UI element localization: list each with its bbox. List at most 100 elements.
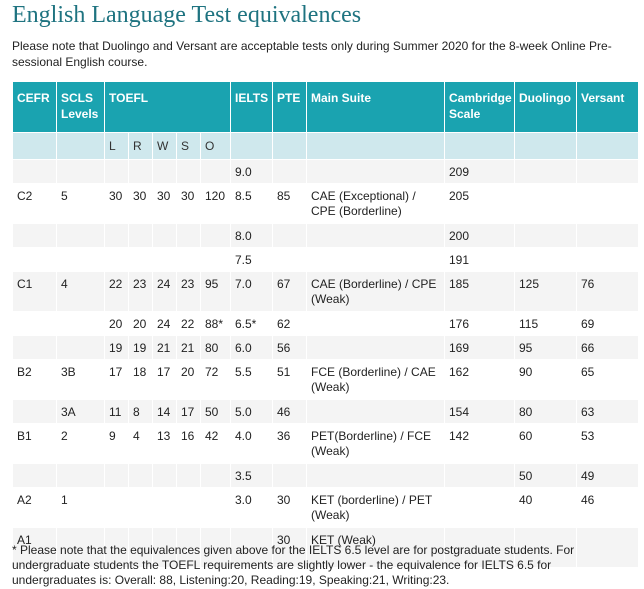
cambridge-scale-cell: 162 bbox=[444, 359, 515, 400]
duolingo-cell: 115 bbox=[514, 311, 577, 336]
duolingo-cell bbox=[514, 527, 577, 568]
footnote: * Please note that the equivalences give… bbox=[12, 543, 575, 587]
toefl-w-cell bbox=[152, 463, 177, 488]
main-suite-cell bbox=[306, 311, 445, 336]
toefl-s-cell bbox=[176, 247, 201, 272]
toefl-overall-cell bbox=[200, 463, 231, 488]
ielts-cell: 4.0 bbox=[230, 423, 273, 464]
table-row: B1 2 9 4 13 16 42 4.0 36 PET(Borderline) / FCE (W… bbox=[12, 423, 639, 464]
scls-level-cell bbox=[56, 247, 105, 272]
versant-cell bbox=[576, 223, 639, 248]
toefl-r-cell: 30 bbox=[128, 183, 153, 224]
table-subheader-row: L R W S O bbox=[12, 132, 639, 160]
toefl-w-cell bbox=[152, 487, 177, 528]
header-versant: Versant bbox=[576, 81, 639, 133]
versant-cell bbox=[576, 527, 639, 568]
toefl-r-cell bbox=[128, 463, 153, 488]
pte-cell: 51 bbox=[272, 359, 307, 400]
toefl-l-cell: 19 bbox=[104, 335, 129, 360]
scls-level-cell: 1 bbox=[56, 487, 105, 528]
toefl-sub-header-r: R bbox=[128, 132, 153, 160]
pte-cell: 36 bbox=[272, 423, 307, 464]
pte-cell: 30 bbox=[272, 487, 307, 528]
cambridge-scale-cell: 176 bbox=[444, 311, 515, 336]
toefl-s-cell bbox=[176, 487, 201, 528]
toefl-overall-cell: 120 bbox=[200, 183, 231, 224]
duolingo-cell bbox=[514, 247, 577, 272]
toefl-s-cell bbox=[176, 463, 201, 488]
ielts-cell: 3.0 bbox=[230, 487, 273, 528]
versant-cell: 63 bbox=[576, 399, 639, 424]
duolingo-cell bbox=[514, 223, 577, 248]
toefl-s-cell: 17 bbox=[176, 399, 201, 424]
header-toefl: TOEFL bbox=[104, 81, 231, 133]
toefl-overall-cell: 72 bbox=[200, 359, 231, 400]
ielts-cell: 3.5 bbox=[230, 463, 273, 488]
toefl-w-cell: 14 bbox=[152, 399, 177, 424]
cambridge-scale-cell bbox=[444, 527, 515, 568]
main-suite-cell bbox=[306, 223, 445, 248]
cefr-cell bbox=[12, 335, 57, 360]
scls-level-cell: 3A bbox=[56, 399, 105, 424]
header-ielts: IELTS bbox=[230, 81, 273, 133]
versant-cell: 53 bbox=[576, 423, 639, 464]
cambridge-scale-cell: 191 bbox=[444, 247, 515, 272]
table-row: C1 4 22 23 24 23 95 7.0 67 CAE (Borderline) / CPE… bbox=[12, 271, 639, 312]
pte-cell bbox=[272, 223, 307, 248]
cambridge-scale-cell: 209 bbox=[444, 159, 515, 184]
main-suite-cell: FCE (Borderline) / CAE (Weak) bbox=[306, 359, 445, 400]
toefl-w-cell bbox=[152, 527, 177, 568]
versant-cell: 49 bbox=[576, 463, 639, 488]
toefl-r-cell bbox=[128, 223, 153, 248]
versant-cell: 69 bbox=[576, 311, 639, 336]
cambridge-scale-cell: 142 bbox=[444, 423, 515, 464]
main-suite-cell bbox=[306, 335, 445, 360]
ielts-cell: 9.0 bbox=[230, 159, 273, 184]
toefl-l-cell: 20 bbox=[104, 311, 129, 336]
scls-level-cell: 2 bbox=[56, 423, 105, 464]
table-row: 19 19 21 21 80 6.0 56 169 95 66 bbox=[12, 335, 639, 360]
toefl-overall-cell bbox=[200, 159, 231, 184]
cefr-cell bbox=[12, 463, 57, 488]
table-row: A2 1 3.0 30 KET (borderline) / PET (Weak) 40 4… bbox=[12, 487, 639, 528]
cefr-cell: C2 bbox=[12, 183, 57, 224]
toefl-l-cell bbox=[104, 223, 129, 248]
toefl-overall-cell: 50 bbox=[200, 399, 231, 424]
header-cefr: CEFR bbox=[12, 81, 57, 133]
toefl-s-cell bbox=[176, 159, 201, 184]
table-body: 9.0 209 C2 5 30 30 30 30 120 8.5 85 CAE (Exceptiona… bbox=[12, 159, 639, 568]
toefl-r-cell: 4 bbox=[128, 423, 153, 464]
main-suite-cell bbox=[306, 247, 445, 272]
cefr-cell: C1 bbox=[12, 271, 57, 312]
versant-cell: 66 bbox=[576, 335, 639, 360]
duolingo-cell: 50 bbox=[514, 463, 577, 488]
toefl-overall-cell bbox=[200, 247, 231, 272]
scls-level-cell bbox=[56, 159, 105, 184]
toefl-l-cell: 17 bbox=[104, 359, 129, 400]
header-duolingo: Duolingo bbox=[514, 81, 577, 133]
versant-cell: 46 bbox=[576, 487, 639, 528]
versant-cell bbox=[576, 159, 639, 184]
toefl-w-cell bbox=[152, 247, 177, 272]
toefl-w-cell: 24 bbox=[152, 271, 177, 312]
toefl-s-cell: 20 bbox=[176, 359, 201, 400]
toefl-l-cell bbox=[104, 247, 129, 272]
ielts-cell: 5.0 bbox=[230, 399, 273, 424]
ielts-cell: 7.5 bbox=[230, 247, 273, 272]
toefl-r-cell: 8 bbox=[128, 399, 153, 424]
pte-cell: 62 bbox=[272, 311, 307, 336]
header-scls-levels: SCLS Levels bbox=[56, 81, 105, 133]
toefl-sub-header-w: W bbox=[152, 132, 177, 160]
scls-level-cell bbox=[56, 463, 105, 488]
toefl-w-cell: 17 bbox=[152, 359, 177, 400]
main-suite-cell: PET(Borderline) / FCE (Weak) bbox=[306, 423, 445, 464]
toefl-sub-header-s: S bbox=[176, 132, 201, 160]
table-header-row: CEFR SCLS Levels TOEFL IELTS PTE Main Su… bbox=[12, 81, 639, 133]
toefl-l-cell bbox=[104, 159, 129, 184]
cefr-cell bbox=[12, 223, 57, 248]
versant-cell bbox=[576, 247, 639, 272]
toefl-l-cell: 11 bbox=[104, 399, 129, 424]
toefl-overall-cell bbox=[200, 527, 231, 568]
table-row: 3A 11 8 14 17 50 5.0 46 154 80 63 bbox=[12, 399, 639, 424]
scls-level-cell: 4 bbox=[56, 271, 105, 312]
